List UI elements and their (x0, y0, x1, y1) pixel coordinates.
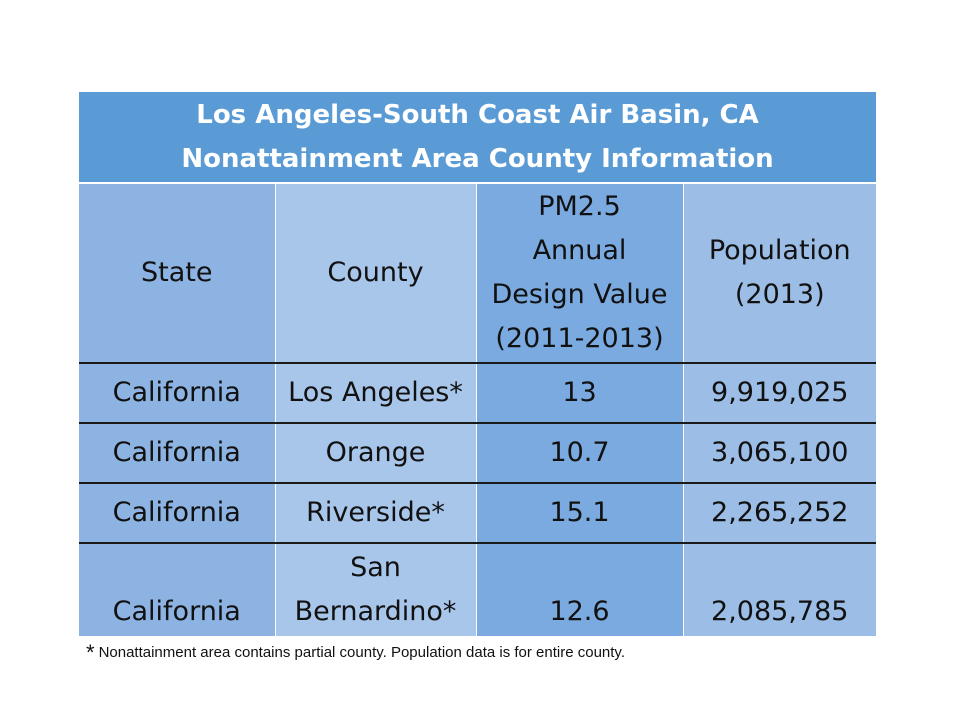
header-population-line-2: (2013) (734, 279, 825, 310)
footnote-symbol: * (86, 640, 95, 665)
header-population: Population (2013) (683, 183, 876, 364)
title-row: Los Angeles-South Coast Air Basin, CA No… (79, 92, 876, 184)
footnote-text: Nonattainment area contains partial coun… (98, 644, 625, 661)
header-county: County (275, 183, 477, 364)
header-pm25: PM2.5 Annual Design Value (2011-2013) (476, 183, 684, 364)
cell-state: California (79, 543, 276, 636)
cell-state: California (79, 423, 276, 484)
cell-county: Riverside* (275, 483, 477, 544)
cell-county: Los Angeles* (275, 363, 477, 424)
cell-state: California (79, 483, 276, 544)
cell-state: California (79, 363, 276, 424)
cell-pm25: 13 (476, 363, 684, 424)
cell-pm25: 15.1 (476, 483, 684, 544)
cell-county: Orange (275, 423, 477, 484)
cell-county-line-1: San (350, 552, 401, 583)
table-row: California Riverside* 15.1 2,265,252 (79, 483, 876, 544)
table-title-line-2: Nonattainment Area County Information (181, 144, 774, 174)
footnote: * Nonattainment area contains partial cou… (86, 640, 886, 666)
header-pm25-line-4: (2011-2013) (495, 323, 664, 354)
header-population-line-1: Population (708, 235, 851, 266)
header-pm25-line-2: Annual (532, 235, 627, 266)
table-title-line-1: Los Angeles-South Coast Air Basin, CA (196, 100, 759, 130)
table-title: Los Angeles-South Coast Air Basin, CA No… (79, 92, 876, 184)
table-row: California Los Angeles* 13 9,919,025 (79, 363, 876, 424)
cell-population: 3,065,100 (683, 423, 876, 484)
cell-county-line-2: Bernardino* (294, 596, 457, 627)
cell-county: San Bernardino* (275, 543, 477, 636)
cell-population: 2,085,785 (683, 543, 876, 636)
table-row: California Orange 10.7 3,065,100 (79, 423, 876, 484)
cell-pm25: 12.6 (476, 543, 684, 636)
header-row: State County PM2.5 Annual Design Value (… (79, 183, 876, 364)
header-pm25-line-1: PM2.5 (538, 191, 621, 222)
table-row: California San Bernardino* 12.6 2,085,78… (79, 543, 876, 636)
cell-pm25: 10.7 (476, 423, 684, 484)
cell-population: 2,265,252 (683, 483, 876, 544)
county-info-table: Los Angeles-South Coast Air Basin, CA No… (79, 92, 876, 636)
cell-population: 9,919,025 (683, 363, 876, 424)
header-state: State (79, 183, 276, 364)
header-pm25-line-3: Design Value (491, 279, 668, 310)
